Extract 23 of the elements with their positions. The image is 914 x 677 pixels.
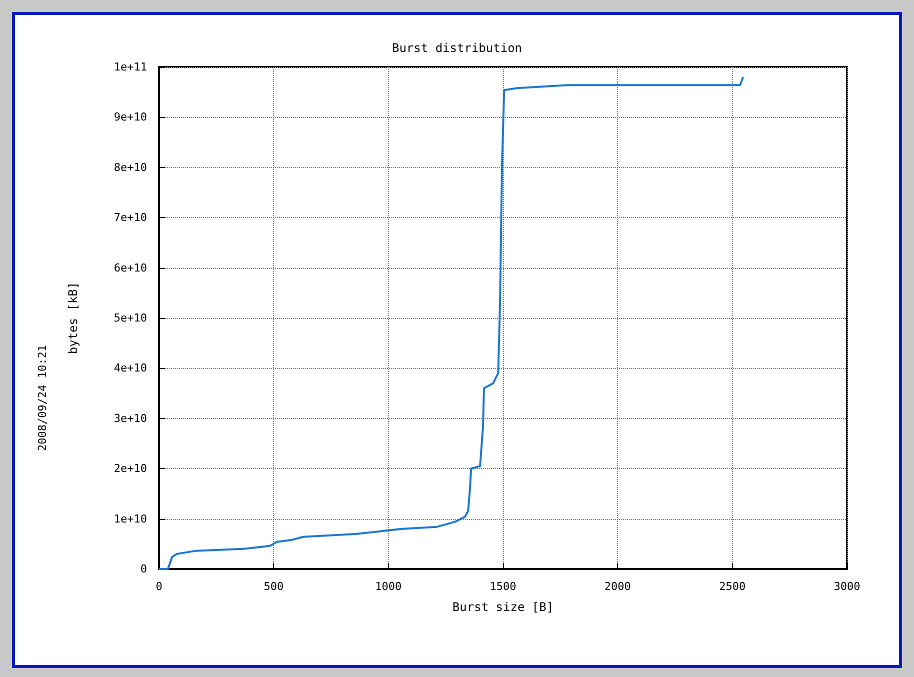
chart-title: Burst distribution bbox=[392, 41, 522, 55]
y-tick-label: 8e+10 bbox=[114, 160, 147, 174]
y-tick-label: 9e+10 bbox=[114, 110, 147, 124]
x-tick-label: 2500 bbox=[719, 580, 746, 593]
y-tick-label: 4e+10 bbox=[114, 362, 147, 375]
y-tick-label: 1e+10 bbox=[114, 512, 147, 526]
x-axis-title: Burst size [B] bbox=[452, 600, 554, 614]
text: 2008/09/24 10:21 bbox=[36, 344, 49, 451]
x-tick-label: 0 bbox=[156, 580, 162, 593]
y-tick-label: 7e+10 bbox=[114, 211, 147, 224]
x-tick-label: 1500 bbox=[490, 580, 516, 593]
y-tick-label: 1e+11 bbox=[114, 60, 147, 74]
y-tick-label: 3e+10 bbox=[114, 412, 147, 425]
x-tick-label: 1000 bbox=[375, 580, 402, 593]
y-axis-title: bytes [kB] bbox=[66, 282, 80, 354]
x-tick-label: 3000 bbox=[834, 580, 860, 593]
line-series bbox=[158, 76, 744, 570]
y-tick-label: 6e+10 bbox=[114, 261, 147, 274]
y-tick-label: 5e+10 bbox=[114, 312, 147, 324]
x-tick-label: 2000 bbox=[604, 580, 631, 593]
x-tick-label: 500 bbox=[264, 580, 284, 593]
y-tick-label: 2e+10 bbox=[114, 462, 147, 476]
y-tick-label: 0 bbox=[140, 562, 147, 576]
